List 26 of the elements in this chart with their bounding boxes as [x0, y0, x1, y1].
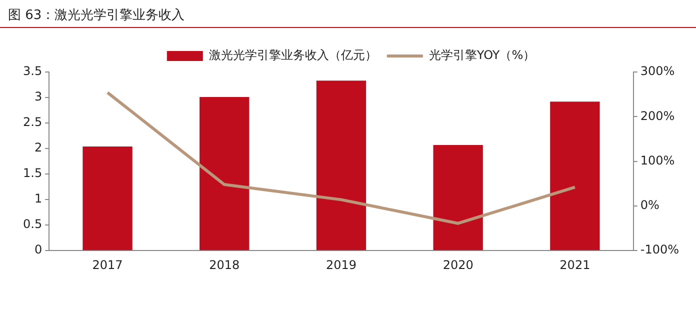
- y2-tick-label: 200%: [640, 108, 675, 123]
- y2-tick-label: 300%: [640, 64, 675, 78]
- y-tick-label: 0.5: [22, 217, 42, 232]
- y2-tick-label: -100%: [640, 242, 680, 257]
- y2-tick-label: 0%: [640, 198, 660, 212]
- y-tick-label: 2.5: [22, 115, 42, 130]
- x-tick-label: 2019: [326, 258, 356, 272]
- y-tick-label: 1: [34, 192, 42, 206]
- bar: [433, 144, 483, 250]
- bar: [550, 102, 600, 250]
- y-tick-label: 3.5: [22, 64, 42, 78]
- chart-title: 图 63：激光光学引擎业务收入: [8, 7, 185, 24]
- x-tick-label: 2021: [560, 258, 590, 272]
- bar: [316, 80, 366, 250]
- y-tick-label: 3: [34, 90, 42, 104]
- bar: [200, 97, 250, 250]
- y-tick-label: 2: [34, 140, 42, 155]
- x-tick-label: 2020: [442, 258, 474, 272]
- y2-tick-label: 100%: [640, 153, 675, 168]
- bar: [82, 146, 132, 250]
- x-tick-label: 2017: [92, 258, 123, 272]
- legend-label: 光学引擎YOY（%）: [428, 48, 536, 62]
- y-tick-label: 0: [34, 242, 42, 257]
- legend-label: 激光光学引擎业务收入（亿元）: [208, 48, 377, 62]
- y-tick-label: 1.5: [22, 166, 42, 180]
- x-tick-label: 2018: [209, 258, 240, 272]
